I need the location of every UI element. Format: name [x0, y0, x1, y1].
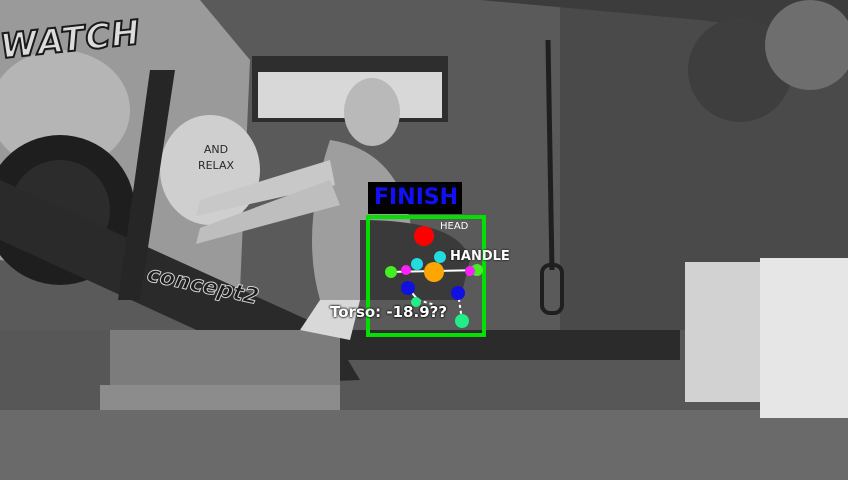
head-label: HEAD [440, 221, 469, 232]
head-keypoint [414, 226, 434, 246]
phase-label: FINISH [368, 182, 462, 214]
handle-label: HANDLE [450, 249, 510, 264]
torso-angle-label: Torso: -18.9?? [330, 303, 448, 321]
wall-sign-text: AND RELAX [197, 143, 235, 172]
handle-keypoint [424, 262, 444, 282]
